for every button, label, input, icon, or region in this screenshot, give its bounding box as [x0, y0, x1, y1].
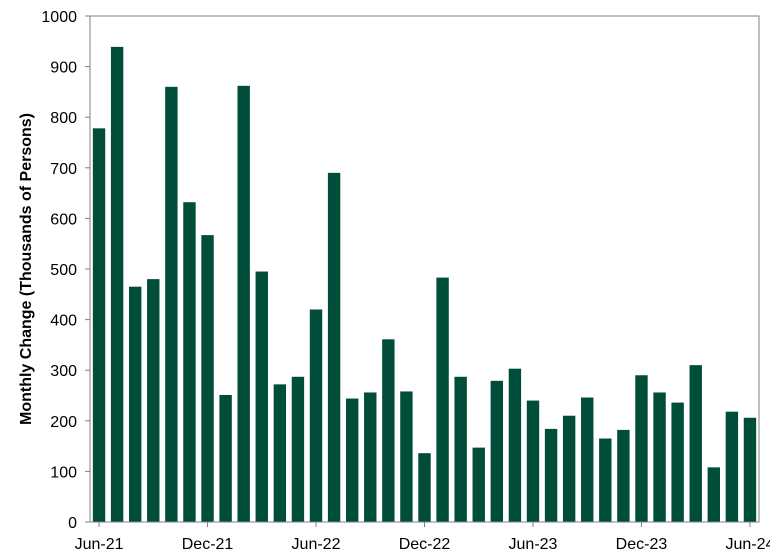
bar-dec-22 — [418, 453, 431, 522]
bar-jun-21 — [92, 128, 106, 522]
y-tick-label: 1000 — [41, 9, 77, 26]
bar-apr-23 — [490, 380, 504, 522]
bar-nov-21 — [183, 202, 196, 522]
bar-jan-22 — [219, 394, 232, 522]
bar-dec-21 — [201, 235, 214, 522]
y-tick-label: 100 — [50, 464, 77, 481]
x-tick-label: Jun-22 — [292, 536, 341, 553]
bar-sep-22 — [364, 392, 377, 522]
bar-nov-22 — [400, 391, 413, 522]
bar-aug-21 — [129, 286, 142, 522]
x-axis-ticks — [98, 522, 751, 527]
bar-feb-23 — [454, 376, 467, 522]
y-tick-label: 500 — [50, 262, 77, 279]
bar-mar-24 — [689, 365, 702, 522]
x-tick-label: Jun-21 — [75, 536, 124, 553]
bar-jul-22 — [327, 172, 341, 523]
bar-jun-22 — [309, 309, 323, 522]
x-tick-label: Jun-24 — [725, 536, 770, 553]
bar-feb-24 — [671, 402, 684, 522]
y-tick-label: 400 — [50, 313, 77, 330]
bar-may-24 — [725, 411, 739, 522]
bar-jan-24 — [653, 392, 666, 522]
bar-mar-23 — [472, 447, 485, 522]
bar-sep-23 — [581, 397, 594, 522]
y-tick-label: 900 — [50, 60, 77, 77]
bar-sep-21 — [147, 279, 160, 522]
x-tick-label: Dec-23 — [616, 536, 668, 553]
bar-apr-24 — [707, 467, 720, 522]
bar-oct-21 — [165, 86, 178, 522]
bar-apr-22 — [273, 384, 287, 522]
bar-nov-23 — [617, 429, 630, 522]
bar-oct-22 — [382, 339, 395, 522]
bar-aug-23 — [562, 415, 576, 522]
bar-oct-23 — [599, 438, 612, 522]
plot-area-frame — [89, 15, 760, 523]
y-tick-label: 0 — [68, 515, 77, 532]
y-tick-label: 300 — [50, 363, 77, 380]
y-tick-label: 800 — [50, 110, 77, 127]
y-tick-label: 200 — [50, 414, 77, 431]
y-axis-ticks — [85, 15, 90, 523]
x-axis-tick-labels: Jun-21 Dec-21 Jun-22 Dec-22 Jun-23 Dec-23 Jun-… — [75, 536, 770, 553]
bar-series — [92, 46, 757, 523]
x-tick-label: Dec-21 — [182, 536, 234, 553]
bar-jun-23 — [526, 400, 540, 522]
bar-feb-22 — [237, 85, 250, 522]
bar-jul-23 — [544, 428, 558, 522]
bar-jan-23 — [436, 277, 449, 522]
bar-jun-24 — [743, 417, 757, 522]
bar-may-22 — [291, 376, 305, 522]
bar-jul-21 — [110, 46, 124, 523]
bar-dec-23 — [635, 375, 648, 522]
bar-aug-22 — [345, 398, 359, 522]
bar-mar-22 — [255, 271, 268, 522]
y-tick-label: 700 — [50, 161, 77, 178]
y-tick-label: 600 — [50, 211, 77, 228]
y-axis-title: Monthly Change (Thousands of Persons) — [18, 113, 35, 425]
bar-may-23 — [508, 368, 522, 522]
y-axis-tick-labels: 0 100 200 300 400 500 600 700 800 900 1000 — [41, 9, 77, 532]
x-tick-label: Jun-23 — [509, 536, 558, 553]
x-tick-label: Dec-22 — [399, 536, 451, 553]
